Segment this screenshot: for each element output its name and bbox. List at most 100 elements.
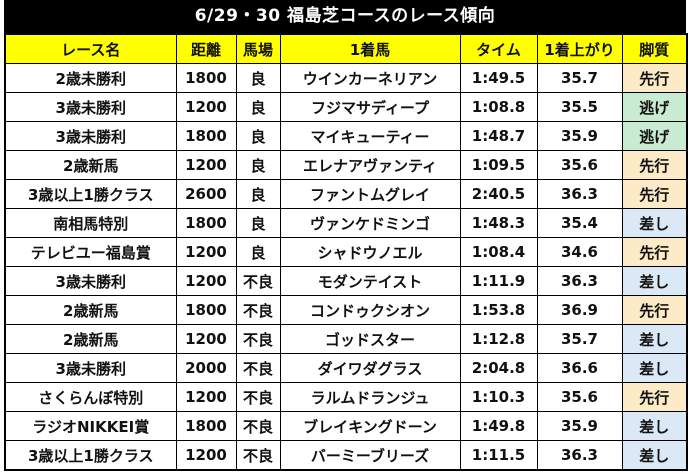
going-cell: 不良 — [235, 324, 281, 354]
going-cell: 不良 — [235, 411, 281, 441]
time-cell: 2:04.8 — [459, 353, 538, 383]
header-last3f: 1着上がり — [536, 33, 623, 64]
table-row: 3歳未勝利 1200 不良 モダンテイスト 1:11.9 36.3 差し — [4, 266, 688, 296]
time-cell: 2:40.5 — [459, 179, 538, 209]
header-winner: 1着馬 — [279, 33, 461, 64]
table-row: テレビユー福島賞 1200 良シャドウノエル 1:08.4 34.6 先行 — [4, 237, 688, 267]
winner-cell: ラルムドランジュ — [279, 382, 461, 412]
last3f-cell: 35.6 — [536, 150, 623, 180]
last3f-cell: 36.9 — [536, 295, 623, 325]
time-cell: 1:12.8 — [459, 324, 538, 354]
going-cell: 良 — [235, 237, 281, 267]
winner-cell: マイキューティー — [279, 121, 461, 151]
last3f-cell: 36.3 — [536, 179, 623, 209]
going-cell: 不良 — [235, 353, 281, 383]
going-cell: 良 — [235, 208, 281, 238]
last3f-cell: 35.5 — [536, 92, 623, 122]
table-row: 3歳未勝利 1800 良マイキューティー 1:48.7 35.9 逃げ — [4, 121, 688, 151]
last3f-cell: 36.6 — [536, 353, 623, 383]
race-name-cell: テレビユー福島賞 — [4, 237, 177, 267]
distance-cell: 1200 — [175, 382, 237, 412]
running-style-cell: 差し — [621, 440, 688, 471]
race-name-cell: 2歳新馬 — [4, 150, 177, 180]
going-cell: 良 — [235, 92, 281, 122]
going-cell: 良 — [235, 121, 281, 151]
table-body: 2歳未勝利 1800 良ウインカーネリアン 1:49.5 35.7 先行 3歳未勝利 1200… — [4, 63, 688, 471]
going-cell: 良 — [235, 63, 281, 93]
time-cell: 1:49.8 — [459, 411, 538, 441]
last3f-cell: 36.3 — [536, 266, 623, 296]
running-style-cell: 先行 — [621, 179, 688, 209]
winner-cell: フジマサディープ — [279, 92, 461, 122]
race-name-cell: 南相馬特別 — [4, 208, 177, 238]
running-style-cell: 差し — [621, 411, 688, 441]
table-title: 6/29・30 福島芝コースのレース傾向 — [4, 0, 686, 33]
distance-cell: 1800 — [175, 208, 237, 238]
table-row: 南相馬特別 1800 良ヴァンケドミンゴ 1:48.3 35.4 差し — [4, 208, 688, 238]
header-race-name: レース名 — [4, 33, 177, 64]
table-row: 2歳新馬 1800 不良 コンドゥクシオン 1:53.8 36.9 先行 — [4, 295, 688, 325]
last3f-cell: 35.7 — [536, 63, 623, 93]
running-style-cell: 先行 — [621, 150, 688, 180]
race-name-cell: ラジオNIKKEI賞 — [4, 411, 177, 441]
winner-cell: ファントムグレイ — [279, 179, 461, 209]
distance-cell: 1200 — [175, 266, 237, 296]
race-name-cell: 3歳以上1勝クラス — [4, 179, 177, 209]
distance-cell: 2600 — [175, 179, 237, 209]
running-style-cell: 逃げ — [621, 92, 688, 122]
going-cell: 良 — [235, 150, 281, 180]
running-style-cell: 差し — [621, 266, 688, 296]
going-cell: 不良 — [235, 266, 281, 296]
time-cell: 1:49.5 — [459, 63, 538, 93]
table-row: 2歳未勝利 1800 良ウインカーネリアン 1:49.5 35.7 先行 — [4, 63, 688, 93]
running-style-cell: 逃げ — [621, 121, 688, 151]
distance-cell: 2000 — [175, 353, 237, 383]
time-cell: 1:48.3 — [459, 208, 538, 238]
time-cell: 1:08.4 — [459, 237, 538, 267]
table-row: 3歳以上1勝クラス 2600 良ファントムグレイ 2:40.5 36.3 先行 — [4, 179, 688, 209]
going-cell: 不良 — [235, 440, 281, 471]
distance-cell: 1800 — [175, 411, 237, 441]
distance-cell: 1200 — [175, 440, 237, 471]
race-name-cell: 3歳未勝利 — [4, 353, 177, 383]
distance-cell: 1200 — [175, 237, 237, 267]
winner-cell: ヴァンケドミンゴ — [279, 208, 461, 238]
winner-cell: シャドウノエル — [279, 237, 461, 267]
table-row: ラジオNIKKEI賞 1800 不良 ブレイキングドーン 1:49.8 35.9 差し — [4, 411, 688, 441]
winner-cell: ダイワダグラス — [279, 353, 461, 383]
going-cell: 良 — [235, 179, 281, 209]
time-cell: 1:11.5 — [459, 440, 538, 471]
table-row: 3歳未勝利 1200 良フジマサディープ 1:08.8 35.5 逃げ — [4, 92, 688, 122]
distance-cell: 1200 — [175, 92, 237, 122]
race-name-cell: 2歳未勝利 — [4, 63, 177, 93]
last3f-cell: 35.6 — [536, 382, 623, 412]
header-going: 馬場 — [235, 33, 281, 64]
header-running-style: 脚質 — [621, 33, 688, 64]
table-row: さくらんぼ特別 1200 不良 ラルムドランジュ 1:10.3 35.6 先行 — [4, 382, 688, 412]
running-style-cell: 先行 — [621, 295, 688, 325]
time-cell: 1:11.9 — [459, 266, 538, 296]
table-row: 2歳新馬 1200 不良 ゴッドスター 1:12.8 35.7 差し — [4, 324, 688, 354]
time-cell: 1:09.5 — [459, 150, 538, 180]
last3f-cell: 35.9 — [536, 411, 623, 441]
distance-cell: 1800 — [175, 295, 237, 325]
last3f-cell: 35.4 — [536, 208, 623, 238]
winner-cell: ブレイキングドーン — [279, 411, 461, 441]
running-style-cell: 先行 — [621, 63, 688, 93]
winner-cell: ウインカーネリアン — [279, 63, 461, 93]
distance-cell: 1800 — [175, 121, 237, 151]
race-trend-table-container: 6/29・30 福島芝コースのレース傾向 レース名 距離 馬場 1着馬 タイム … — [4, 0, 688, 471]
winner-cell: ゴッドスター — [279, 324, 461, 354]
last3f-cell: 35.7 — [536, 324, 623, 354]
table-row: 2歳新馬 1200 良エレナアヴァンティ 1:09.5 35.6 先行 — [4, 150, 688, 180]
distance-cell: 1800 — [175, 63, 237, 93]
race-name-cell: 3歳以上1勝クラス — [4, 440, 177, 471]
time-cell: 1:48.7 — [459, 121, 538, 151]
running-style-cell: 先行 — [621, 237, 688, 267]
running-style-cell: 先行 — [621, 382, 688, 412]
race-name-cell: 2歳新馬 — [4, 324, 177, 354]
race-name-cell: 3歳未勝利 — [4, 121, 177, 151]
going-cell: 不良 — [235, 295, 281, 325]
running-style-cell: 差し — [621, 353, 688, 383]
race-name-cell: さくらんぼ特別 — [4, 382, 177, 412]
